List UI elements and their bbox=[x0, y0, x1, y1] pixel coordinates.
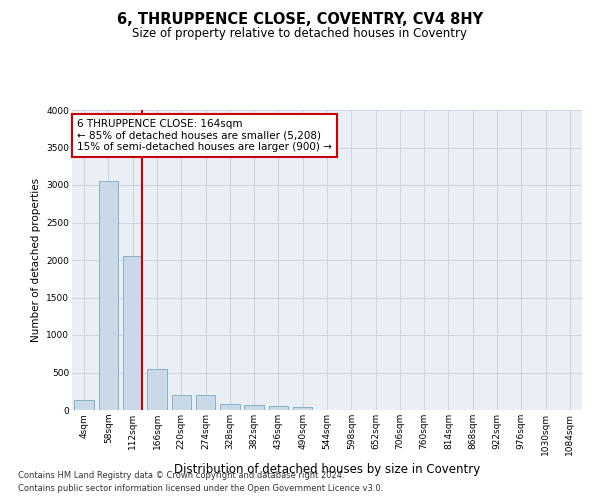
Text: 6, THRUPPENCE CLOSE, COVENTRY, CV4 8HY: 6, THRUPPENCE CLOSE, COVENTRY, CV4 8HY bbox=[117, 12, 483, 28]
Bar bbox=[74, 400, 94, 410]
Text: Size of property relative to detached houses in Coventry: Size of property relative to detached ho… bbox=[133, 28, 467, 40]
Bar bbox=[196, 395, 215, 410]
Bar bbox=[293, 407, 313, 410]
X-axis label: Distribution of detached houses by size in Coventry: Distribution of detached houses by size … bbox=[174, 463, 480, 476]
Bar bbox=[220, 404, 239, 410]
Bar bbox=[244, 405, 264, 410]
Bar bbox=[172, 395, 191, 410]
Text: Contains HM Land Registry data © Crown copyright and database right 2024.: Contains HM Land Registry data © Crown c… bbox=[18, 470, 344, 480]
Text: 6 THRUPPENCE CLOSE: 164sqm
← 85% of detached houses are smaller (5,208)
15% of s: 6 THRUPPENCE CLOSE: 164sqm ← 85% of deta… bbox=[77, 119, 332, 152]
Bar bbox=[99, 181, 118, 410]
Text: Contains public sector information licensed under the Open Government Licence v3: Contains public sector information licen… bbox=[18, 484, 383, 493]
Bar bbox=[269, 406, 288, 410]
Y-axis label: Number of detached properties: Number of detached properties bbox=[31, 178, 41, 342]
Bar bbox=[123, 256, 142, 410]
Bar bbox=[147, 369, 167, 410]
